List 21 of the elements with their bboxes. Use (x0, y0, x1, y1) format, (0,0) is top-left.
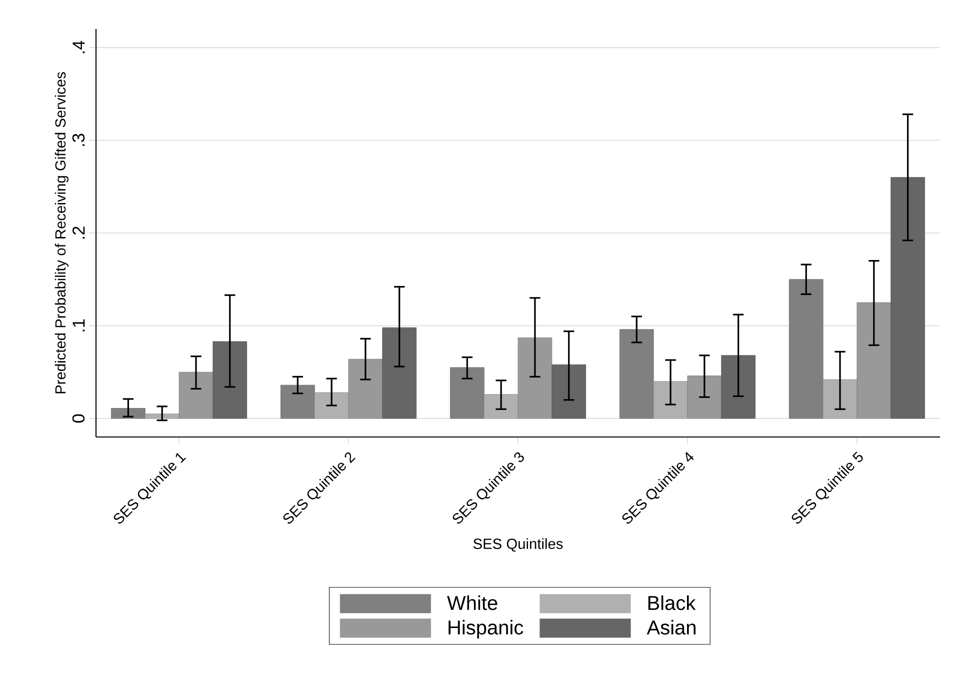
y-tick-label: 0 (72, 414, 85, 423)
bar (212, 341, 248, 419)
legend-label: Asian (646, 620, 696, 635)
bar (721, 355, 756, 419)
y-tick-label: .2 (72, 226, 85, 239)
legend-label: Black (648, 595, 696, 610)
bar (450, 367, 484, 419)
bar (382, 327, 417, 419)
y-tick-label: .3 (72, 134, 85, 146)
bar (111, 408, 146, 419)
bar (280, 384, 315, 419)
bar (552, 364, 586, 419)
x-axis-title: SES Quintiles (473, 538, 563, 552)
y-axis-title: Predicted Probability of Receiving Gifted Services (54, 72, 69, 394)
y-tick-label: .4 (72, 40, 85, 54)
bar (788, 279, 824, 419)
legend-label: White (447, 595, 498, 610)
legend-label: Hispanic (448, 620, 524, 639)
bar (890, 177, 925, 419)
bar (619, 329, 654, 419)
y-tick-label: .1 (72, 319, 85, 332)
